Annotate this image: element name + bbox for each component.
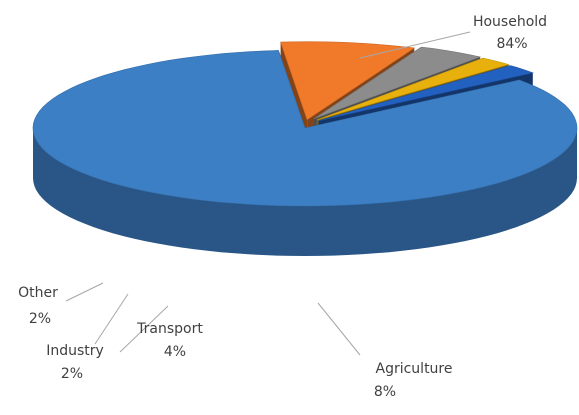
label-household-value: 84% [496, 36, 527, 52]
label-household-name: Household [473, 14, 547, 30]
leader-line-industry [94, 293, 129, 345]
leader-line-household [359, 31, 471, 59]
slice-household [32, 50, 578, 256]
slice-transport-top [313, 46, 482, 119]
slice-agriculture-top [280, 41, 416, 121]
label-transport-value: 4% [164, 344, 186, 360]
slice-industry-top [316, 57, 510, 121]
leader-line-agriculture [317, 302, 361, 356]
label-other-value: 2% [29, 311, 51, 327]
label-agriculture-name: Agriculture [376, 361, 453, 377]
slice-other-top [318, 65, 534, 122]
label-other-name: Other [18, 285, 58, 301]
leader-line-other [65, 282, 104, 302]
label-industry-name: Industry [46, 343, 104, 359]
slice-household-top [32, 50, 578, 207]
label-agriculture-value: 8% [374, 384, 396, 400]
slice-household-rim [33, 128, 577, 256]
leader-line-transport [119, 305, 169, 353]
label-transport-name: Transport [136, 321, 203, 337]
label-industry-value: 2% [61, 366, 83, 382]
